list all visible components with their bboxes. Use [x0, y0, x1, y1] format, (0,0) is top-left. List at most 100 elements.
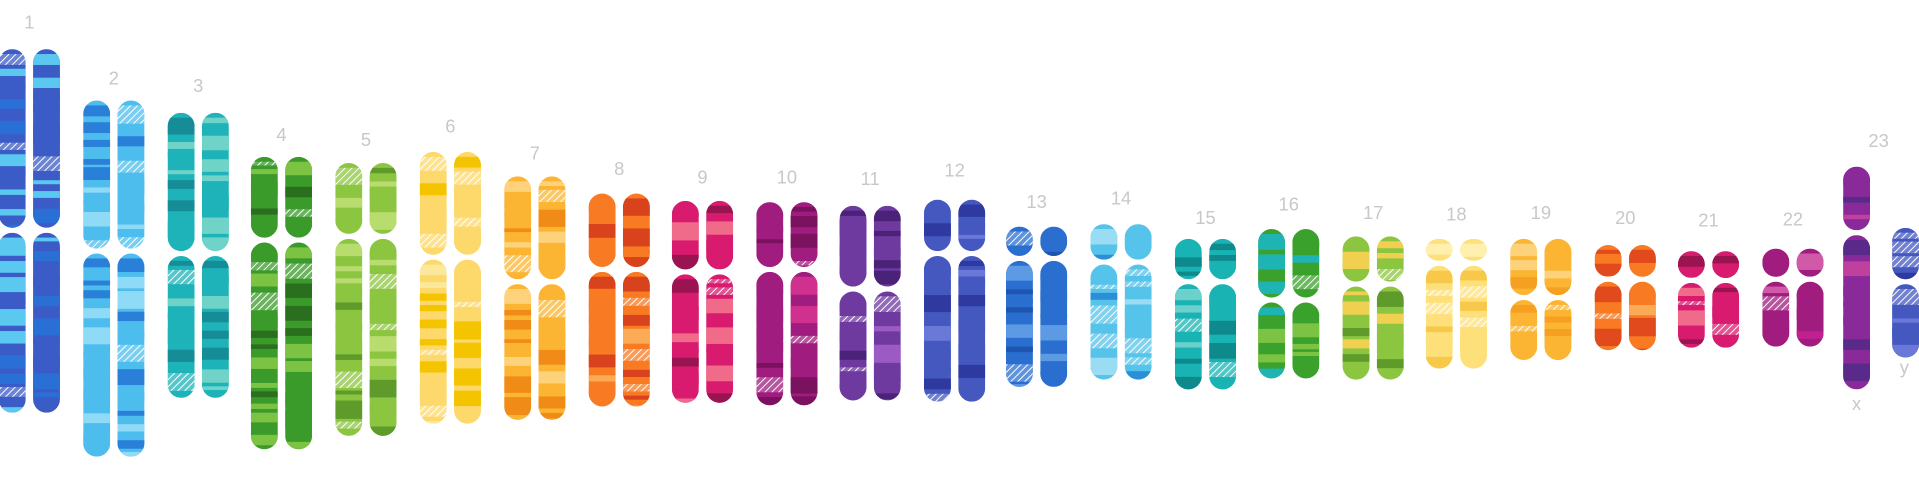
band [622, 328, 650, 344]
band [1006, 384, 1033, 387]
band [622, 395, 650, 400]
chromosome-arm [1628, 244, 1656, 277]
band [1258, 328, 1286, 343]
chromosome-arm [538, 284, 566, 420]
band [588, 276, 616, 289]
band [1040, 231, 1068, 238]
band [924, 260, 951, 276]
band [839, 383, 867, 401]
chromosome-arm [335, 162, 363, 234]
band [588, 318, 616, 324]
band [167, 151, 195, 158]
band [958, 392, 986, 402]
chromosome-arm [1209, 238, 1237, 280]
band [1425, 356, 1453, 369]
chromosome-number: 4 [276, 124, 286, 145]
chromosome-arm [756, 271, 784, 406]
chromosome-arm [839, 291, 867, 401]
band [1292, 255, 1320, 263]
band [790, 216, 818, 228]
band [419, 420, 447, 424]
band [1510, 277, 1538, 289]
chromosome-arm [0, 49, 26, 228]
chromosome-arm [1090, 264, 1118, 380]
band [1090, 357, 1118, 376]
band [1174, 318, 1202, 332]
band [1712, 266, 1740, 278]
band [790, 377, 818, 394]
band [1006, 231, 1033, 246]
chromosome-arm [504, 284, 532, 420]
band [1796, 286, 1824, 299]
band [285, 343, 313, 359]
band [756, 276, 784, 295]
chromatid [1174, 238, 1202, 390]
chromosome-arm [1796, 248, 1824, 277]
band [117, 291, 145, 309]
chromosome-arm [1460, 265, 1487, 369]
chromosome-arm [1843, 235, 1871, 390]
band [1425, 290, 1453, 296]
chromosome-arm [588, 271, 616, 407]
band [33, 125, 60, 144]
band [1209, 362, 1237, 378]
band [0, 54, 26, 65]
band [1892, 272, 1919, 280]
band [0, 373, 26, 385]
band [1040, 290, 1068, 302]
chromosome-arm [1040, 260, 1068, 387]
chromosome-number: 21 [1698, 210, 1718, 231]
band [1342, 354, 1370, 362]
band [1209, 343, 1237, 359]
band [1510, 260, 1538, 271]
chromosome-arm [958, 199, 986, 252]
band [1843, 171, 1871, 185]
band [1209, 289, 1237, 308]
band [1258, 233, 1286, 250]
chromatid [873, 205, 901, 401]
chromosome-arm [1292, 229, 1320, 298]
chromosome-arm [873, 291, 901, 401]
band [1892, 289, 1919, 305]
band [924, 223, 951, 237]
band [0, 189, 26, 195]
band [1376, 268, 1404, 281]
band [167, 298, 195, 307]
chromosome-arm [671, 274, 699, 403]
band [756, 328, 784, 340]
band [1209, 320, 1237, 335]
band [83, 139, 111, 147]
band [958, 279, 986, 287]
band [873, 365, 901, 382]
band [0, 142, 26, 150]
chromosome-arm [117, 100, 145, 249]
band [250, 344, 278, 349]
band [538, 396, 566, 409]
chromatid [1460, 238, 1487, 369]
band [33, 295, 60, 307]
band [83, 187, 111, 193]
band [335, 371, 363, 389]
band [167, 170, 195, 175]
band [419, 156, 447, 171]
band [1544, 243, 1572, 258]
band [454, 156, 481, 168]
band [285, 247, 313, 259]
arm-base [1174, 284, 1202, 390]
band [504, 356, 532, 366]
band [839, 316, 867, 322]
chromatid [1762, 248, 1790, 347]
band [335, 400, 363, 419]
band [167, 373, 195, 391]
chromatid [1258, 229, 1286, 379]
band [958, 260, 986, 267]
band [1342, 241, 1370, 246]
band [671, 205, 699, 217]
chromosome-arm [1712, 282, 1740, 348]
band [419, 349, 447, 355]
chromosome-number: 10 [777, 167, 797, 188]
band [671, 254, 699, 270]
chromosome-arm [1843, 166, 1871, 231]
band [706, 239, 734, 253]
band [706, 298, 734, 314]
